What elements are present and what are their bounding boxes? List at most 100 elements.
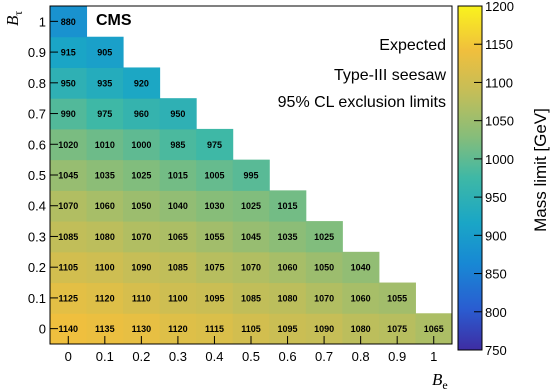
heatmap-cell-value: 1120 (168, 324, 188, 334)
x-axis-title-sub: e (442, 378, 447, 391)
heatmap-cell-value: 950 (61, 78, 76, 88)
heatmap-cell-value: 1070 (241, 263, 261, 273)
heatmap-cell (305, 282, 343, 314)
heatmap-cell-value: 1080 (351, 324, 371, 334)
heatmap-cell-value: 1015 (278, 201, 298, 211)
heatmap-cell (196, 190, 234, 222)
heatmap-cell-value: 1130 (132, 324, 152, 334)
heatmap-cell (342, 251, 380, 284)
heatmap-cell (232, 251, 270, 284)
x-tick-label: 0.7 (315, 349, 333, 364)
heatmap-cell (123, 159, 161, 191)
heatmap-cell (232, 159, 270, 191)
heatmap-cell (159, 159, 197, 191)
heatmap-cell-value: 1075 (204, 263, 224, 273)
annotation-expected: Expected (379, 37, 446, 54)
z-tick-label: 1050 (485, 114, 514, 129)
heatmap-cell (378, 282, 416, 314)
heatmap-cell (269, 251, 307, 284)
heatmap-cell (123, 67, 161, 99)
x-axis-title: Be (432, 370, 448, 391)
x-tick-label: 1 (430, 349, 437, 364)
heatmap-cell-value: 1050 (314, 263, 334, 273)
heatmap-cell-value: 1135 (95, 324, 115, 334)
heatmap-cell-value: 1095 (204, 293, 224, 303)
heatmap-cell-value: 1115 (205, 324, 224, 334)
heatmap-cell (86, 128, 124, 161)
heatmap-cell (123, 282, 161, 314)
heatmap-cell-value: 1100 (168, 293, 188, 303)
x-tick-label: 0 (65, 349, 72, 364)
heatmap-cell-value: 1065 (168, 232, 188, 242)
heatmap-cell (269, 221, 307, 253)
heatmap-cell (159, 190, 197, 222)
heatmap-cell (123, 221, 161, 253)
z-tick-label: 750 (485, 343, 507, 358)
heatmap-cell-value: 1080 (278, 293, 298, 303)
heatmap-cell-value: 1125 (59, 293, 79, 303)
heatmap-cell-value: 1045 (241, 232, 261, 242)
heatmap-cell-value: 975 (207, 140, 222, 150)
y-tick-label: 0.1 (28, 291, 46, 306)
heatmap-cell-value: 1040 (168, 201, 188, 211)
heatmap-cell-value: 1090 (131, 263, 151, 273)
heatmap-cell (86, 36, 124, 68)
heatmap-cell-value: 1025 (241, 201, 261, 211)
heatmap-cell-value: 1140 (59, 324, 79, 334)
heatmap-cell-value: 1080 (95, 232, 115, 242)
heatmap-cell-value: 985 (170, 140, 185, 150)
heatmap-cell-value: 1000 (131, 140, 151, 150)
heatmap-cell-value: 1100 (95, 263, 115, 273)
z-tick-label: 1000 (485, 152, 514, 167)
heatmap-cell (232, 221, 270, 253)
heatmap-cell-value: 1075 (387, 324, 407, 334)
heatmap-cell-value: 935 (97, 78, 112, 88)
heatmap-cell-value: 960 (134, 109, 149, 119)
heatmap-cell (342, 282, 380, 314)
y-tick-label: 0.6 (28, 137, 46, 152)
heatmap-cell (86, 251, 124, 284)
heatmap-cell-value: 1065 (424, 324, 444, 334)
heatmap-cell-value: 880 (61, 17, 76, 27)
heatmap-cell (269, 282, 307, 314)
heatmap-cell-value: 1045 (58, 171, 78, 181)
heatmap-cell (196, 159, 234, 191)
z-tick-label: 1150 (485, 37, 513, 52)
heatmap-cell (123, 128, 161, 161)
heatmap-cell-value: 1040 (351, 263, 371, 273)
y-tick-label: 0 (39, 322, 46, 337)
x-axis-ticks: 0 0.1 0.2 0.3 0.4 0.5 0.6 0.7 0.8 0.9 1 (65, 336, 437, 364)
heatmap-cell-value: 1060 (278, 263, 298, 273)
z-tick-label: 850 (485, 267, 507, 282)
heatmap-cell-value: 1055 (387, 293, 407, 303)
color-scale-title: Mass limit [GeV] (531, 108, 550, 232)
heatmap-cell-value: 905 (97, 48, 112, 58)
heatmap-cell-value: 1095 (278, 324, 298, 334)
heatmap-cell (159, 221, 197, 253)
heatmap-cell-value: 1070 (131, 232, 151, 242)
heatmap-cell-value: 1015 (168, 171, 188, 181)
y-tick-label: 0.5 (28, 168, 46, 183)
heatmap-cell-value: 1085 (241, 293, 261, 303)
annotation-cl: 95% CL exclusion limits (278, 94, 446, 111)
x-tick-label: 0.2 (132, 349, 150, 364)
heatmap-cell (269, 190, 307, 222)
heatmap-cell-value: 1025 (314, 232, 334, 242)
heatmap-cell-value: 915 (61, 48, 76, 58)
y-tick-label: 0.9 (28, 45, 46, 60)
y-tick-label: 0.4 (28, 199, 46, 214)
heatmap-cell (86, 98, 124, 130)
annotation-model: Type-III seesaw (334, 67, 446, 84)
heatmap-cell (86, 221, 124, 253)
heatmap-cell-value: 1070 (314, 293, 334, 303)
x-axis-title-main: B (432, 370, 443, 389)
heatmap-cell-value: 1070 (58, 201, 78, 211)
heatmap-cell (123, 98, 161, 130)
heatmap-cell (232, 282, 270, 314)
heatmap-cell-value: 1025 (131, 171, 151, 181)
heatmap-cell-value: 990 (61, 109, 76, 119)
cms-label: CMS (96, 12, 132, 29)
heatmap-cell (123, 190, 161, 222)
color-scale-bar (457, 5, 483, 351)
heatmap-cell (232, 190, 270, 222)
